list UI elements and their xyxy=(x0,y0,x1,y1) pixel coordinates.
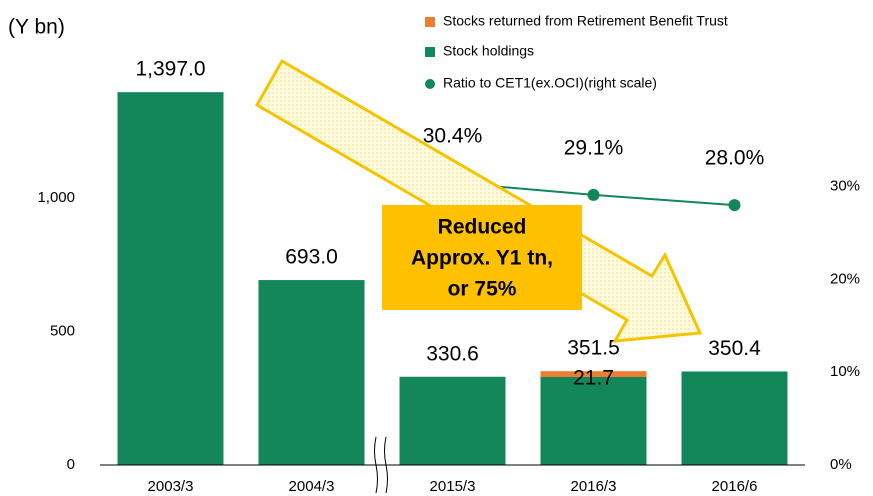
y-axis-label: (Y bn) xyxy=(8,16,65,39)
ratio-point xyxy=(587,188,600,201)
legend-marker xyxy=(425,17,435,27)
bar xyxy=(540,376,647,465)
ratio-point xyxy=(728,199,741,212)
bar xyxy=(258,280,365,465)
bar xyxy=(540,371,647,377)
total-label: 350.4 xyxy=(708,337,761,360)
y-tick-label: 0 xyxy=(67,456,75,473)
bar xyxy=(399,376,506,465)
x-tick-label: 2003/3 xyxy=(148,478,194,495)
x-tick-label: 2016/6 xyxy=(712,478,758,495)
axis-break xyxy=(374,436,388,494)
total-label: 351.5 xyxy=(567,337,620,360)
x-tick-label: 2004/3 xyxy=(289,478,335,495)
legend-label: Stock holdings xyxy=(443,43,534,59)
ratio-label: 28.0% xyxy=(705,147,765,170)
y2-tick-label: 10% xyxy=(830,363,860,380)
annotation-text: or 75% xyxy=(448,278,517,301)
y-tick-label: 1,000 xyxy=(37,189,75,206)
y2-tick-label: 0% xyxy=(830,456,852,473)
annotation-box xyxy=(382,205,582,310)
total-label: 1,397.0 xyxy=(135,58,205,81)
ratio-label: 29.1% xyxy=(564,136,624,159)
bar xyxy=(117,92,224,465)
x-tick-label: 2015/3 xyxy=(430,478,476,495)
annotation-text: Approx. Y1 tn, xyxy=(411,247,553,270)
y2-tick-label: 30% xyxy=(830,177,860,194)
legend-marker xyxy=(425,47,435,57)
legend-label: Stocks returned from Retirement Benefit … xyxy=(443,13,728,29)
total-label: 693.0 xyxy=(285,246,338,269)
annotation-text: Reduced xyxy=(438,216,527,239)
total-label: 330.6 xyxy=(426,342,479,365)
segment-label: 21.7 xyxy=(573,367,614,390)
legend-marker xyxy=(425,79,435,89)
legend-label: Ratio to CET1(ex.OCI)(right scale) xyxy=(443,75,657,91)
bar xyxy=(681,371,788,465)
y-tick-label: 500 xyxy=(50,323,75,340)
ratio-label: 30.4% xyxy=(423,124,483,147)
arrow xyxy=(254,58,703,343)
y2-tick-label: 20% xyxy=(830,270,860,287)
x-tick-label: 2016/3 xyxy=(571,478,617,495)
